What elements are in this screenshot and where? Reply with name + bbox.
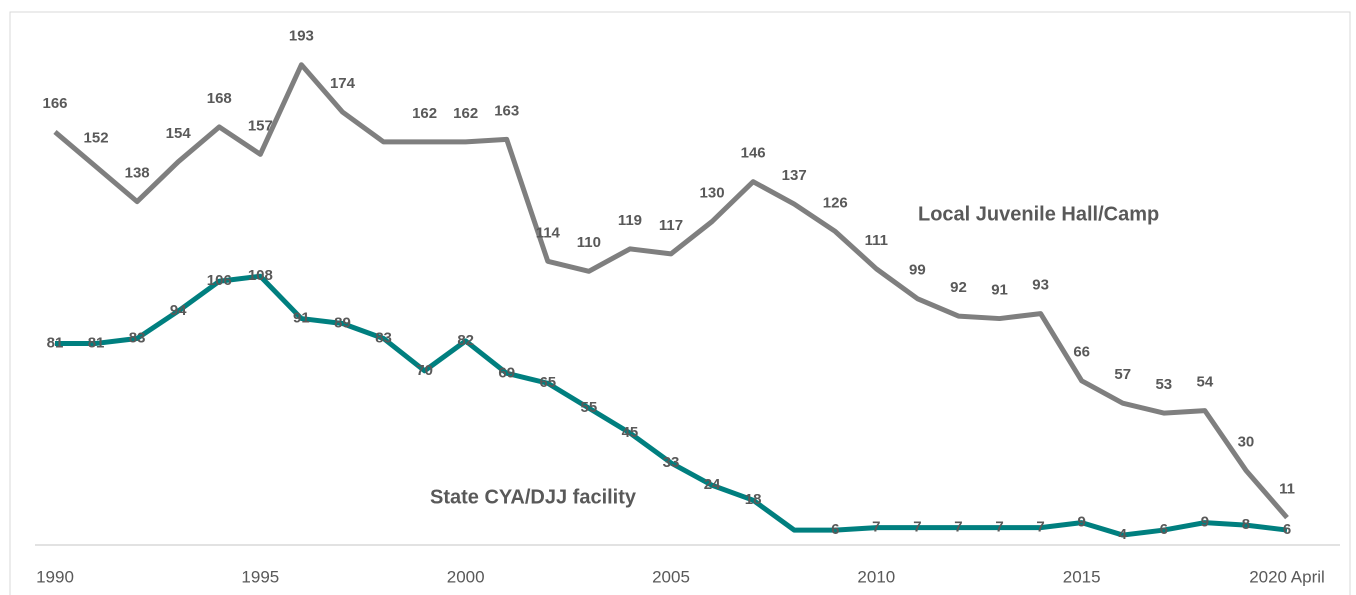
data-label: 57 — [1114, 366, 1131, 383]
data-label: 91 — [293, 310, 310, 327]
x-tick-label: 2005 — [652, 567, 690, 586]
data-label: 111 — [865, 232, 888, 249]
data-label: 7 — [1036, 519, 1044, 536]
data-label: 174 — [330, 75, 356, 92]
data-label: 33 — [663, 454, 680, 471]
series-label: Local Juvenile Hall/Camp — [918, 203, 1159, 225]
series-line — [53, 62, 1289, 520]
x-tick-label: 1990 — [36, 567, 74, 586]
data-label: 89 — [334, 315, 351, 332]
data-label: 168 — [207, 90, 232, 107]
data-label: 7 — [954, 519, 962, 536]
data-label: 8 — [1242, 516, 1250, 533]
data-label: 91 — [991, 282, 1008, 299]
data-label: 94 — [170, 302, 187, 319]
data-label: 83 — [375, 329, 392, 346]
data-label: 154 — [166, 125, 192, 142]
data-label: 193 — [289, 28, 314, 45]
data-label: 66 — [1073, 344, 1090, 361]
data-label: 162 — [412, 105, 437, 122]
data-label: 6 — [1160, 521, 1168, 538]
data-label: 54 — [1197, 374, 1214, 391]
chart-frame — [9, 11, 1351, 595]
data-label: 163 — [494, 102, 519, 119]
data-label: 7 — [995, 519, 1003, 536]
data-label: 65 — [539, 374, 556, 391]
data-label: 138 — [125, 165, 150, 182]
data-label: 4 — [1119, 526, 1128, 543]
data-label: 11 — [1279, 481, 1295, 498]
data-label: 81 — [88, 334, 105, 351]
data-label: 126 — [823, 194, 848, 211]
data-label: 146 — [741, 145, 766, 162]
x-tick-label: 2015 — [1063, 567, 1101, 586]
data-label: 69 — [498, 364, 515, 381]
data-label: 82 — [457, 332, 474, 349]
data-label: 6 — [831, 521, 839, 538]
data-label: 108 — [248, 267, 273, 284]
series-label: State CYA/DJJ facility — [430, 486, 637, 508]
x-tick-label: 2000 — [447, 567, 485, 586]
x-tick-label: 2020 April — [1249, 567, 1325, 586]
data-label: 9 — [1077, 514, 1085, 531]
x-tick-label: 1995 — [241, 567, 279, 586]
data-label: 93 — [1032, 277, 1049, 294]
data-label: 70 — [416, 362, 433, 379]
data-label: 7 — [872, 519, 880, 536]
data-label: 99 — [909, 262, 926, 279]
data-label: 30 — [1238, 433, 1255, 450]
series-line — [55, 273, 1288, 538]
data-label: 18 — [745, 491, 762, 508]
x-tick-label: 2010 — [857, 567, 895, 586]
data-label: 92 — [950, 279, 967, 296]
data-label: 55 — [581, 399, 598, 416]
data-label: 7 — [913, 519, 921, 536]
data-label: 106 — [207, 272, 232, 289]
data-label: 137 — [782, 167, 807, 184]
data-label: 110 — [577, 234, 601, 251]
data-label: 45 — [622, 424, 639, 441]
data-label: 130 — [700, 184, 725, 201]
data-label: 9 — [1201, 514, 1209, 531]
data-label: 6 — [1283, 521, 1291, 538]
data-label: 81 — [47, 334, 64, 351]
data-label: 166 — [42, 95, 67, 112]
data-label: 83 — [129, 329, 146, 346]
data-label: 152 — [84, 130, 109, 147]
data-label: 24 — [704, 476, 721, 493]
data-label: 117 — [659, 217, 683, 234]
data-label: 119 — [618, 212, 642, 229]
data-label: 53 — [1155, 376, 1172, 393]
data-label: 157 — [248, 117, 273, 134]
data-label: 114 — [536, 224, 561, 241]
data-label: 162 — [453, 105, 478, 122]
